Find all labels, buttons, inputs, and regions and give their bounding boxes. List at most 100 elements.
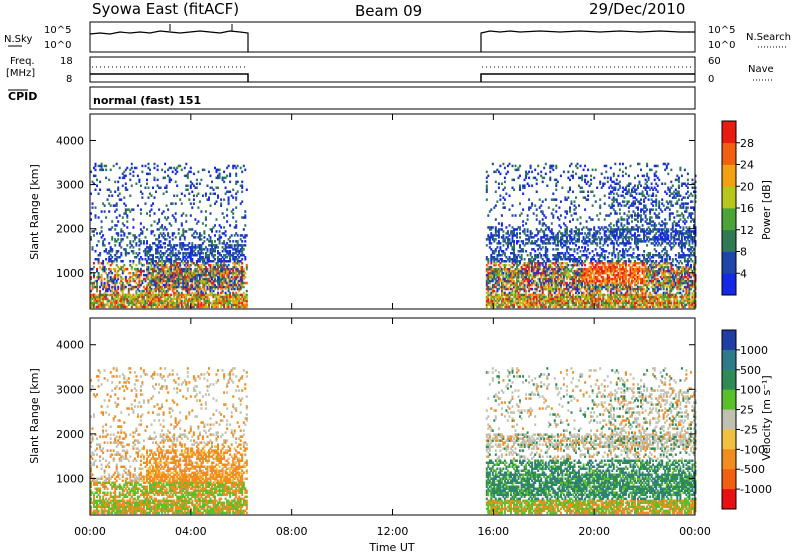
heatmap-cell xyxy=(204,256,207,259)
heatmap-cell xyxy=(132,301,135,305)
heatmap-cell xyxy=(186,271,189,275)
heatmap-cell xyxy=(211,303,213,307)
heatmap-cell xyxy=(153,196,156,199)
heatmap-cell xyxy=(535,267,538,271)
heatmap-cell xyxy=(522,277,525,281)
heatmap-cell xyxy=(555,238,558,241)
heatmap-cell xyxy=(593,194,596,197)
heatmap-cell xyxy=(570,269,573,273)
heatmap-cell xyxy=(156,271,159,275)
heatmap-cell xyxy=(133,256,136,259)
heatmap-cell xyxy=(197,246,200,249)
heatmap-cell xyxy=(165,190,168,193)
heatmap-cell xyxy=(156,178,159,182)
heatmap-cell xyxy=(494,285,497,289)
heatmap-cell xyxy=(500,289,503,293)
heatmap-cell xyxy=(581,283,584,287)
heatmap-cell xyxy=(146,172,148,176)
heatmap-cell xyxy=(244,240,247,243)
heatmap-cell xyxy=(215,285,218,289)
heatmap-cell xyxy=(227,190,230,193)
heatmap-cell xyxy=(127,301,130,305)
heatmap-cell xyxy=(605,236,608,239)
heatmap-cell xyxy=(115,301,118,305)
heatmap-cell xyxy=(186,172,189,176)
heatmap-cell xyxy=(174,172,177,176)
heatmap-cell xyxy=(161,224,164,227)
heatmap-cell xyxy=(511,230,514,233)
heatmap-cell xyxy=(534,204,537,207)
heatmap-cell xyxy=(209,236,212,239)
heatmap-cell xyxy=(209,301,212,305)
heatmap-cell xyxy=(596,289,599,293)
heatmap-cell xyxy=(590,260,593,263)
heatmap-cell xyxy=(242,244,245,247)
heatmap-cell xyxy=(510,279,512,283)
heatmap-cell xyxy=(161,299,164,303)
heatmap-cell xyxy=(109,263,112,267)
heatmap-cell xyxy=(529,273,532,277)
heatmap-cell xyxy=(529,206,532,209)
heatmap-cell xyxy=(608,262,611,265)
heatmap-cell xyxy=(120,297,123,301)
heatmap-cell xyxy=(503,180,506,184)
heatmap-cell xyxy=(541,218,544,221)
heatmap-cell xyxy=(519,260,521,263)
heatmap-cell xyxy=(174,244,177,247)
heatmap-cell xyxy=(93,265,95,269)
heatmap-cell xyxy=(206,198,209,201)
heatmap-cell xyxy=(522,263,525,267)
heatmap-cell xyxy=(508,194,511,197)
heatmap-cell xyxy=(185,277,188,281)
heatmap-cell xyxy=(485,244,488,247)
heatmap-cell xyxy=(156,267,159,271)
heatmap-cell xyxy=(575,301,577,305)
heatmap-cell xyxy=(600,262,603,265)
heatmap-cell xyxy=(516,260,518,263)
heatmap-cell xyxy=(485,283,488,287)
heatmap-cell xyxy=(547,228,550,231)
heatmap-cell xyxy=(149,210,151,213)
heatmap-cell xyxy=(516,297,518,301)
heatmap-cell xyxy=(189,279,192,283)
heatmap-cell xyxy=(531,281,534,285)
heatmap-cell xyxy=(204,265,207,269)
heatmap-cell xyxy=(562,277,565,281)
heatmap-cell xyxy=(173,273,176,277)
heatmap-cell xyxy=(171,250,174,253)
heatmap-cell xyxy=(162,277,165,281)
heatmap-cell xyxy=(549,265,552,269)
heatmap-cell xyxy=(591,281,594,285)
heatmap-cell xyxy=(510,258,512,261)
heatmap-cell xyxy=(147,258,150,261)
heatmap-cell xyxy=(223,262,226,265)
heatmap-cell xyxy=(135,301,138,305)
heatmap-cell xyxy=(223,265,226,269)
heatmap-cell xyxy=(523,244,526,247)
heatmap-cell xyxy=(233,234,236,237)
heatmap-cell xyxy=(103,164,106,168)
heatmap-cell xyxy=(97,254,100,257)
heatmap-cell xyxy=(209,273,212,277)
heatmap-cell xyxy=(497,305,500,309)
heatmap-cell xyxy=(150,287,153,291)
heatmap-cell xyxy=(564,252,567,255)
heatmap-cell xyxy=(149,301,151,305)
heatmap-cell xyxy=(96,267,98,271)
heatmap-cell xyxy=(526,234,529,237)
heatmap-cell xyxy=(217,277,219,281)
heatmap-cell xyxy=(142,303,145,307)
heatmap-cell xyxy=(126,216,129,219)
heatmap-cell xyxy=(513,301,515,305)
heatmap-cell xyxy=(540,285,543,289)
heatmap-cell xyxy=(173,275,176,279)
heatmap-cell xyxy=(179,246,182,249)
heatmap-cell xyxy=(600,260,603,263)
heatmap-cell xyxy=(223,269,226,273)
heatmap-cell xyxy=(197,170,200,174)
heatmap-cell xyxy=(575,285,577,289)
heatmap-cell xyxy=(499,164,502,168)
heatmap-cell xyxy=(194,267,197,271)
heatmap-cell xyxy=(203,273,206,277)
heatmap-cell xyxy=(159,260,162,263)
